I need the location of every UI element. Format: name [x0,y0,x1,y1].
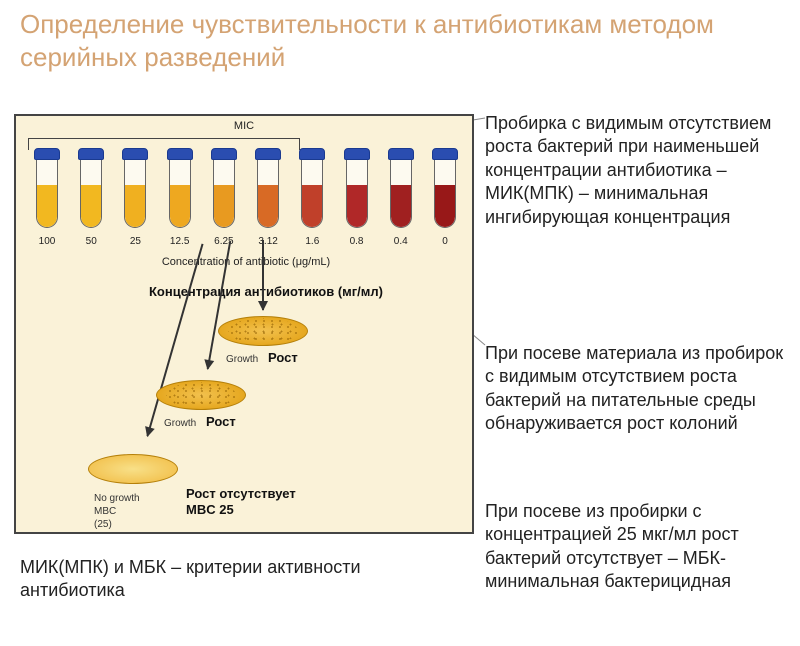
tubes-row: 100502512.56.253.121.60.80.40 [28,152,464,247]
petri-2-label-en: Growth [164,418,196,429]
tube-1: 50 [72,152,110,247]
petri-2 [156,380,246,414]
petri-3-label-ru: Рост отсутствует MBC 25 [186,486,296,517]
criteria-text: МИК(МПК) и МБК – критерии активности ант… [20,556,460,603]
petri-3-label-en: No growth MBC (25) [94,492,140,531]
arrow-1 [262,240,264,310]
petri-1-label-en: Growth [226,354,258,365]
petri-1 [218,316,308,350]
concentration-label-en: Concentration of antibiotic (μg/mL) [86,256,406,268]
tube-9: 0 [426,152,464,247]
tube-6: 1.6 [293,152,331,247]
mbc-annotation: При посеве из пробирки с концентрацией 2… [485,500,785,594]
page-title: Определение чувствительности к антибиоти… [20,8,780,73]
tube-3: 12.5 [161,152,199,247]
mic-annotation: Пробирка с видимым отсутствием роста бак… [485,112,785,229]
serial-dilution-diagram: MIC 100502512.56.253.121.60.80.40 Concen… [14,114,474,534]
concentration-label-ru: Концентрация антибиотиков (мг/мл) [116,284,416,299]
petri-3 [88,454,178,488]
tube-8: 0.4 [382,152,420,247]
tube-5: 3.12 [249,152,287,247]
tube-7: 0.8 [338,152,376,247]
petri-1-label-ru: Рост [268,350,298,365]
petri-2-label-ru: Рост [206,414,236,429]
plating-annotation: При посеве материала из пробирок с видим… [485,342,785,436]
tube-4: 6.25 [205,152,243,247]
tube-0: 100 [28,152,66,247]
tube-2: 25 [116,152,154,247]
mic-heading: MIC [234,120,254,132]
